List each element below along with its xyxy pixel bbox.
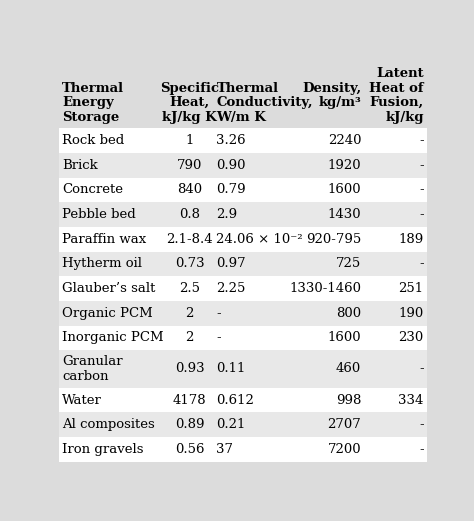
Bar (59, 63, 427, 128)
Text: 2: 2 (185, 331, 194, 344)
Text: Thermal: Thermal (217, 82, 279, 95)
Bar (59, 153, 427, 178)
Text: 2.25: 2.25 (217, 282, 246, 295)
Text: 0.56: 0.56 (175, 443, 204, 456)
Text: 1330-1460: 1330-1460 (289, 282, 361, 295)
Text: Granular
carbon: Granular carbon (62, 355, 123, 383)
Text: 24.06 × 10⁻²: 24.06 × 10⁻² (217, 233, 303, 246)
Text: 0.21: 0.21 (217, 418, 246, 431)
Text: 251: 251 (399, 282, 424, 295)
Text: 1600: 1600 (328, 331, 361, 344)
Text: 2.9: 2.9 (217, 208, 237, 221)
Bar (59, 301, 427, 326)
Text: 189: 189 (399, 233, 424, 246)
Text: Concrete: Concrete (62, 183, 123, 196)
Text: 790: 790 (177, 159, 202, 172)
Text: kJ/kg K: kJ/kg K (162, 111, 217, 124)
Text: 800: 800 (336, 307, 361, 320)
Text: 4178: 4178 (173, 393, 207, 406)
Text: Inorganic PCM: Inorganic PCM (62, 331, 164, 344)
Text: 2.5: 2.5 (179, 282, 200, 295)
Text: 0.11: 0.11 (217, 363, 246, 376)
Text: Fusion,: Fusion, (370, 96, 424, 109)
Text: 2: 2 (185, 307, 194, 320)
Text: 2.1-8.4: 2.1-8.4 (166, 233, 213, 246)
Bar (59, 276, 427, 301)
Text: 1430: 1430 (328, 208, 361, 221)
Text: Heat,: Heat, (170, 96, 210, 109)
Text: Energy: Energy (62, 96, 114, 109)
Text: -: - (419, 418, 424, 431)
Text: 725: 725 (336, 257, 361, 270)
Text: 0.79: 0.79 (217, 183, 246, 196)
Bar (59, 202, 427, 227)
Text: 1600: 1600 (328, 183, 361, 196)
Text: Specific: Specific (160, 82, 219, 95)
Text: 7200: 7200 (328, 443, 361, 456)
Text: -: - (419, 363, 424, 376)
Bar (59, 252, 427, 276)
Text: 840: 840 (177, 183, 202, 196)
Text: -: - (419, 443, 424, 456)
Text: 2240: 2240 (328, 134, 361, 147)
Text: 0.73: 0.73 (175, 257, 204, 270)
Text: 3.26: 3.26 (217, 134, 246, 147)
Text: Heat of: Heat of (369, 82, 424, 95)
Bar (59, 227, 427, 252)
Text: Latent: Latent (376, 67, 424, 80)
Text: Hytherm oil: Hytherm oil (62, 257, 142, 270)
Text: Al composites: Al composites (62, 418, 155, 431)
Text: Pebble bed: Pebble bed (62, 208, 136, 221)
Bar (59, 128, 427, 153)
Bar (59, 437, 427, 462)
Text: Iron gravels: Iron gravels (62, 443, 144, 456)
Text: 190: 190 (399, 307, 424, 320)
Text: -: - (419, 134, 424, 147)
Text: W/m K: W/m K (217, 111, 266, 124)
Text: 1: 1 (185, 134, 194, 147)
Text: -: - (419, 159, 424, 172)
Bar (59, 388, 427, 412)
Text: 460: 460 (336, 363, 361, 376)
Text: 920-795: 920-795 (306, 233, 361, 246)
Text: Thermal: Thermal (62, 82, 124, 95)
Text: Organic PCM: Organic PCM (62, 307, 153, 320)
Text: 0.612: 0.612 (217, 393, 255, 406)
Text: 334: 334 (398, 393, 424, 406)
Text: Conductivity,: Conductivity, (217, 96, 313, 109)
Bar (59, 350, 427, 388)
Text: 2707: 2707 (328, 418, 361, 431)
Text: -: - (419, 208, 424, 221)
Text: kg/m³: kg/m³ (319, 96, 361, 109)
Text: kJ/kg: kJ/kg (385, 111, 424, 124)
Text: Water: Water (62, 393, 102, 406)
Text: 0.97: 0.97 (217, 257, 246, 270)
Text: Density,: Density, (302, 82, 361, 95)
Text: 998: 998 (336, 393, 361, 406)
Bar (59, 412, 427, 437)
Text: Storage: Storage (62, 111, 119, 124)
Text: Brick: Brick (62, 159, 98, 172)
Text: Rock bed: Rock bed (62, 134, 125, 147)
Bar (59, 178, 427, 202)
Text: -: - (217, 331, 221, 344)
Text: 37: 37 (217, 443, 234, 456)
Text: 1920: 1920 (328, 159, 361, 172)
Text: -: - (419, 183, 424, 196)
Text: 0.90: 0.90 (217, 159, 246, 172)
Text: -: - (217, 307, 221, 320)
Text: 230: 230 (399, 331, 424, 344)
Text: Paraffin wax: Paraffin wax (62, 233, 146, 246)
Text: Glauber’s salt: Glauber’s salt (62, 282, 155, 295)
Text: 0.89: 0.89 (175, 418, 204, 431)
Text: 0.93: 0.93 (175, 363, 204, 376)
Text: 0.8: 0.8 (179, 208, 200, 221)
Bar (59, 326, 427, 350)
Text: -: - (419, 257, 424, 270)
